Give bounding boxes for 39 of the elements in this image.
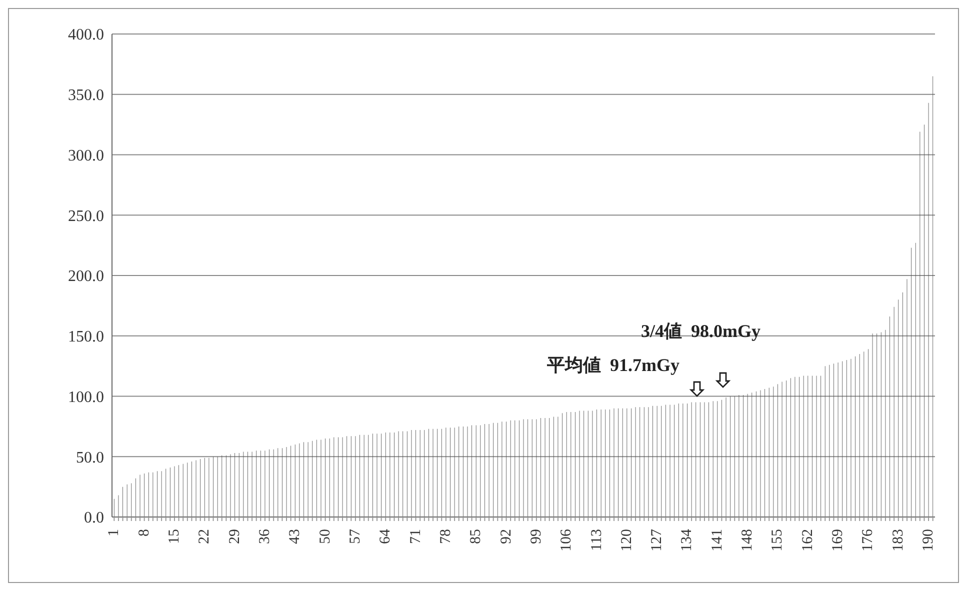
x-tick-label: 50 — [317, 529, 334, 544]
y-tick-label: 300.0 — [68, 147, 104, 164]
x-tick-label: 36 — [256, 528, 273, 544]
y-tick-label: 150.0 — [68, 328, 104, 346]
y-tick-label: 100.0 — [68, 388, 104, 406]
annotation: 3/4値 98.0mGy — [641, 320, 760, 343]
y-tick-label: 250.0 — [68, 208, 104, 225]
x-tick-label: 1 — [106, 529, 122, 536]
x-tick-label: 169 — [830, 529, 846, 552]
x-tick-label: 57 — [347, 528, 364, 544]
x-tick-label: 15 — [166, 529, 182, 544]
x-tick-label: 127 — [649, 528, 666, 552]
x-tick-label: 134 — [679, 528, 696, 552]
x-tick-label: 162 — [800, 529, 816, 552]
x-tick-label: 148 — [740, 529, 756, 552]
x-tick-label: 183 — [890, 529, 906, 552]
y-tick-label: 50.0 — [76, 449, 104, 466]
x-tick-label: 120 — [618, 529, 635, 552]
x-tick-label: 22 — [196, 529, 213, 544]
x-tick-label: 8 — [136, 529, 152, 536]
x-tick-label: 99 — [528, 529, 544, 544]
x-tick-label: 176 — [860, 528, 876, 552]
x-tick-label: 43 — [287, 529, 304, 544]
x-tick-label: 64 — [378, 528, 394, 544]
y-tick-label: 350.0 — [68, 87, 104, 104]
x-tick-label: 85 — [468, 529, 484, 544]
x-tick-label: 155 — [770, 529, 786, 552]
x-tick-label: 71 — [408, 529, 424, 544]
y-tick-label: 400.0 — [68, 26, 104, 44]
y-tick-label: 200.0 — [68, 268, 104, 286]
x-tick-label: 190 — [920, 529, 937, 552]
annotation: 平均値 91.7mGy — [547, 354, 680, 377]
x-tick-label: 92 — [498, 529, 514, 544]
y-tick-label: 0.0 — [84, 510, 104, 527]
x-tick-label: 141 — [709, 529, 726, 552]
x-tick-label: 78 — [438, 529, 454, 544]
x-tick-label: 106 — [558, 528, 575, 552]
x-tick-label: 29 — [226, 529, 243, 544]
x-tick-label: 113 — [588, 529, 605, 551]
